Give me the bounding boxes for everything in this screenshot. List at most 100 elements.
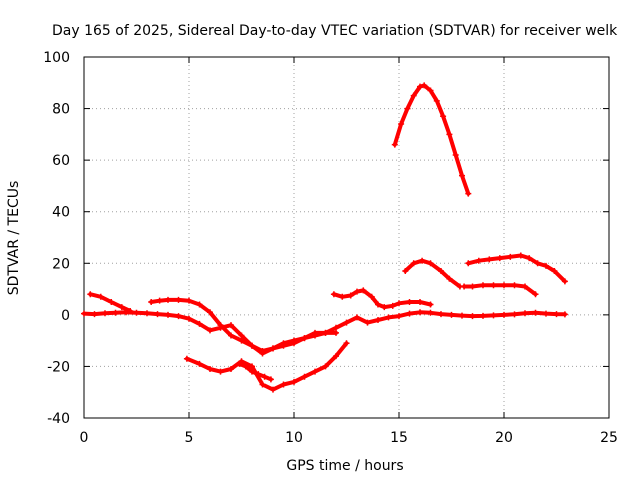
series-s3-points: [148, 296, 339, 354]
data-point: [322, 329, 329, 336]
data-point: [249, 368, 255, 375]
data-point: [501, 282, 507, 289]
data-point: [364, 319, 371, 326]
data-point: [410, 260, 417, 267]
x-axis-label: GPS time / hours: [286, 458, 403, 474]
data-point: [249, 363, 255, 370]
plot-frame: [83, 56, 610, 419]
data-point: [427, 301, 434, 308]
data-series: [81, 82, 568, 393]
data-point: [406, 298, 413, 305]
data-point: [517, 252, 524, 259]
data-point: [532, 291, 539, 298]
data-point: [417, 309, 423, 316]
data-point: [133, 309, 140, 316]
data-point: [475, 257, 482, 264]
y-tick-label: 80: [52, 102, 70, 118]
data-point: [108, 298, 115, 305]
x-tick-label: 20: [495, 430, 513, 446]
data-point: [543, 310, 549, 317]
data-point: [465, 260, 472, 267]
grid: [84, 57, 609, 418]
data-point: [312, 329, 318, 336]
data-point: [228, 322, 234, 329]
data-point: [280, 381, 287, 388]
data-point: [354, 314, 360, 321]
data-point: [375, 301, 381, 308]
data-point: [448, 311, 455, 318]
data-point: [396, 300, 402, 307]
data-point: [396, 313, 402, 320]
series-s6-points: [330, 287, 434, 311]
data-point: [175, 296, 182, 303]
data-point: [261, 373, 268, 380]
data-point: [228, 332, 234, 339]
series-s5-points: [236, 360, 274, 383]
data-point: [238, 337, 245, 344]
series-s2-points: [87, 291, 134, 314]
series-s7: [392, 83, 471, 196]
data-point: [511, 311, 518, 318]
data-point: [440, 113, 447, 120]
y-tick-label: 100: [43, 50, 70, 66]
y-ticks: -40 -20 0 20 40 60 80 100: [43, 50, 609, 427]
y-tick-label: -20: [47, 359, 70, 375]
data-point: [186, 297, 192, 304]
data-point: [389, 302, 396, 309]
data-point: [127, 307, 134, 314]
data-point: [112, 309, 119, 316]
data-point: [343, 340, 350, 347]
data-point: [526, 255, 533, 262]
y-tick-label: 40: [52, 205, 70, 221]
data-point: [419, 257, 426, 264]
data-point: [511, 282, 518, 289]
data-point: [522, 283, 528, 290]
data-point: [270, 386, 276, 393]
data-point: [459, 172, 465, 179]
data-point: [259, 381, 266, 388]
y-tick-label: 0: [61, 308, 70, 324]
data-point: [452, 151, 459, 158]
data-point: [207, 309, 213, 316]
data-point: [438, 311, 444, 318]
data-point: [469, 313, 476, 320]
series-s3: [149, 297, 338, 353]
series-s10: [466, 253, 567, 284]
data-point: [438, 268, 444, 275]
data-point: [291, 337, 297, 344]
data-point: [496, 255, 503, 262]
x-tick-label: 5: [185, 430, 194, 446]
data-point: [368, 293, 375, 300]
data-point: [81, 310, 87, 317]
data-point: [242, 363, 249, 370]
data-point: [186, 315, 192, 322]
data-point: [118, 304, 125, 311]
data-point: [228, 366, 234, 373]
data-point: [196, 320, 203, 327]
data-point: [333, 353, 339, 360]
x-tick-label: 25: [600, 430, 618, 446]
data-point: [427, 260, 434, 267]
data-point: [543, 262, 549, 269]
data-point: [148, 298, 155, 305]
data-point: [469, 283, 476, 290]
data-point: [196, 301, 203, 308]
data-point: [291, 378, 297, 385]
series-s9-points: [461, 282, 539, 298]
data-point: [333, 329, 339, 336]
data-point: [417, 83, 423, 90]
data-point: [183, 355, 190, 362]
data-point: [534, 260, 541, 267]
data-point: [561, 311, 568, 318]
data-point: [267, 376, 274, 383]
y-tick-label: -40: [47, 411, 70, 427]
data-point: [236, 360, 243, 367]
data-point: [330, 291, 337, 298]
data-point: [154, 311, 161, 318]
x-ticks: 0 5 10 15 20 25: [80, 57, 618, 446]
data-point: [480, 312, 486, 319]
x-tick-label: 0: [80, 430, 89, 446]
data-point: [507, 253, 514, 260]
data-point: [421, 82, 428, 89]
data-point: [486, 256, 493, 263]
